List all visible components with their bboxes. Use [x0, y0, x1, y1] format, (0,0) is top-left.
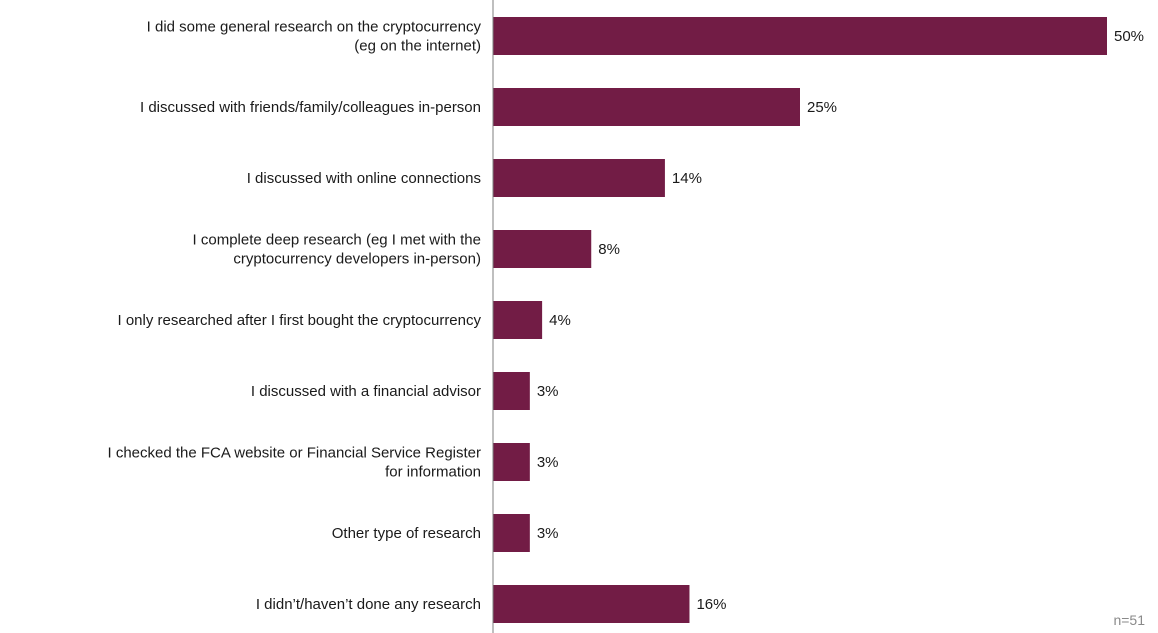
category-label-3: I discussed with online connections	[247, 170, 481, 187]
category-label-line: (eg on the internet)	[354, 38, 481, 55]
value-label-2: 25%	[807, 99, 837, 116]
bar-6	[493, 372, 530, 410]
category-label-7: I checked the FCA website or Financial S…	[108, 445, 482, 481]
category-labels: I did some general research on the crypt…	[108, 19, 482, 614]
bar-1	[493, 17, 1107, 55]
category-label-1: I did some general research on the crypt…	[147, 19, 482, 55]
bar-8	[493, 514, 530, 552]
category-label-line: I discussed with a financial advisor	[251, 383, 481, 400]
bar-7	[493, 443, 530, 481]
category-label-line: I complete deep research (eg I met with …	[193, 232, 481, 249]
bars-layer	[493, 17, 1107, 623]
bar-5	[493, 301, 543, 339]
category-label-2: I discussed with friends/family/colleagu…	[140, 99, 481, 116]
category-label-5: I only researched after I first bought t…	[117, 312, 481, 329]
category-label-line: I did some general research on the crypt…	[147, 19, 482, 36]
value-label-9: 16%	[696, 596, 726, 613]
category-label-line: cryptocurrency developers in-person)	[233, 251, 481, 268]
category-label-9: I didn’t/haven’t done any research	[256, 596, 481, 613]
bar-4	[493, 230, 592, 268]
value-label-8: 3%	[537, 525, 559, 542]
value-label-3: 14%	[672, 170, 702, 187]
category-label-8: Other type of research	[332, 525, 481, 542]
value-label-1: 50%	[1114, 28, 1144, 45]
category-label-4: I complete deep research (eg I met with …	[193, 232, 481, 268]
category-label-line: Other type of research	[332, 525, 481, 542]
value-label-4: 8%	[598, 241, 620, 258]
bar-3	[493, 159, 665, 197]
value-label-7: 3%	[537, 454, 559, 471]
category-label-line: I only researched after I first bought t…	[117, 312, 481, 329]
value-label-6: 3%	[537, 383, 559, 400]
bar-9	[493, 585, 690, 623]
value-label-5: 4%	[549, 312, 571, 329]
category-label-line: for information	[385, 464, 481, 481]
category-label-line: I discussed with friends/family/colleagu…	[140, 99, 481, 116]
category-label-line: I discussed with online connections	[247, 170, 481, 187]
sample-size-note: n=51	[1113, 612, 1145, 628]
bar-2	[493, 88, 800, 126]
value-labels: 50% 25% 14% 8% 4% 3% 3% 3% 16%	[537, 28, 1144, 613]
category-label-6: I discussed with a financial advisor	[251, 383, 481, 400]
category-label-line: I checked the FCA website or Financial S…	[108, 445, 482, 462]
category-label-line: I didn’t/haven’t done any research	[256, 596, 481, 613]
